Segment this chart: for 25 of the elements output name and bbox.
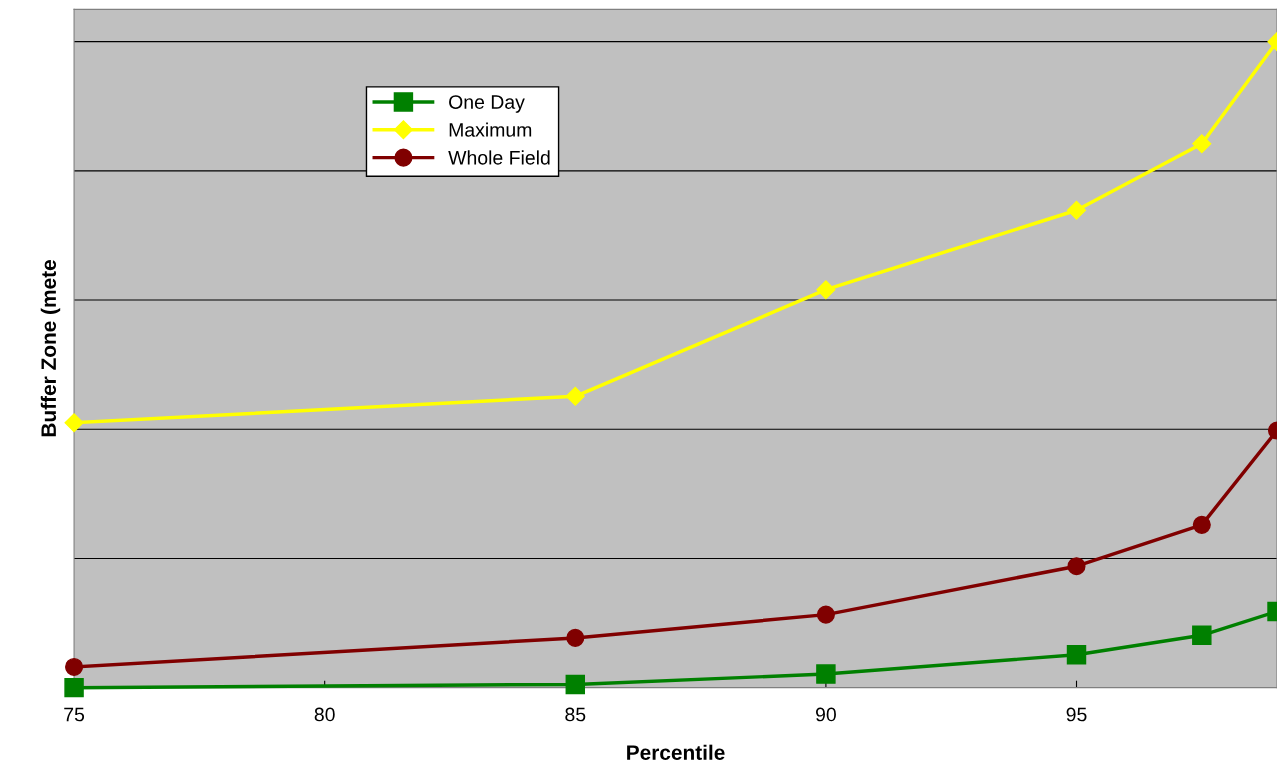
legend-label: Maximum: [449, 122, 532, 137]
point: [1192, 625, 1212, 646]
x-tick-label: 80: [314, 707, 335, 722]
x-tick-label: 75: [64, 707, 85, 722]
x-tick-label: 85: [565, 707, 586, 722]
point: [1192, 134, 1212, 154]
point: [1066, 644, 1087, 665]
point: [566, 628, 585, 647]
point: [565, 386, 585, 406]
point: [816, 605, 835, 624]
point: [565, 674, 586, 695]
legend-label: Whole Field: [448, 150, 550, 165]
y-axis-title: Buffer Zone (mete: [40, 260, 61, 437]
point: [816, 280, 836, 300]
point: [1066, 200, 1087, 220]
point: [816, 664, 836, 684]
x-axis-title: Percentile: [627, 744, 725, 760]
point: [1192, 515, 1211, 534]
point: [65, 657, 84, 677]
x-tick-label: 95: [1066, 707, 1087, 722]
point: [64, 413, 84, 433]
legend-label: One Day: [449, 95, 525, 113]
point: [64, 677, 84, 698]
point: [1067, 557, 1086, 576]
x-tick-label: 90: [816, 707, 836, 722]
